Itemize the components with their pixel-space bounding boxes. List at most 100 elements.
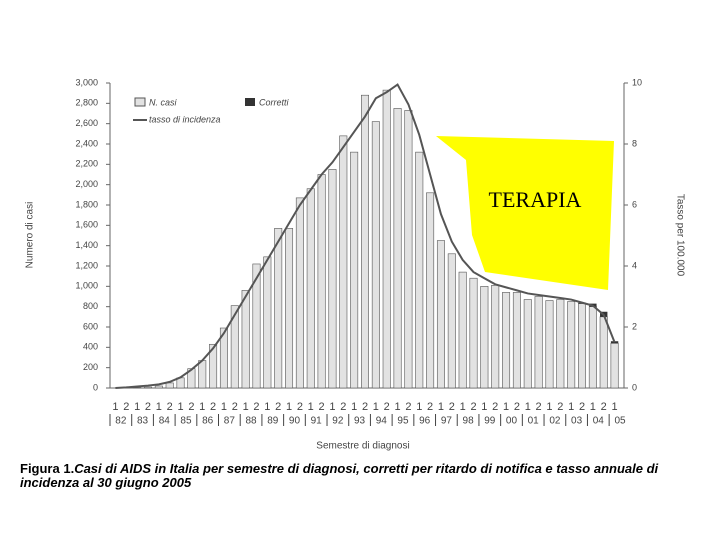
x-tick-label: 1 [221, 401, 227, 413]
y-tick-label: 1,000 [75, 281, 98, 291]
bar [339, 135, 348, 389]
bar [230, 305, 239, 389]
caption-box: Figura 1.Casi di AIDS in Italia per seme… [20, 462, 700, 490]
annotation: TERAPIA [489, 187, 582, 212]
x-tick-label: 1 [177, 401, 183, 413]
x-tick-label: 1 [394, 401, 400, 413]
year-label: 97 [441, 416, 453, 427]
bar [198, 360, 207, 389]
x-tick-label: 1 [243, 401, 249, 413]
bar [328, 169, 337, 389]
x-tick-label: 2 [427, 401, 433, 413]
bar [263, 256, 272, 389]
bar [274, 228, 283, 389]
year-label: 88 [246, 416, 258, 427]
legend-swatch [245, 98, 255, 106]
y2-tick-label: 8 [632, 138, 637, 148]
bar [480, 286, 489, 389]
bar [404, 110, 413, 389]
year-label: 98 [463, 416, 475, 427]
year-label: 85 [180, 416, 192, 427]
year-label: 92 [332, 416, 344, 427]
bar [219, 327, 228, 389]
bar [252, 263, 261, 389]
x-tick-label: 2 [232, 401, 238, 413]
x-tick-label: 2 [536, 401, 542, 413]
x-tick-label: 1 [503, 401, 509, 413]
bar [295, 197, 304, 389]
bar [458, 271, 467, 389]
x-tick-label: 2 [319, 401, 325, 413]
year-label: 86 [202, 416, 214, 427]
y-tick-label: 2,200 [75, 159, 98, 169]
bar [382, 89, 391, 389]
x-tick-label: 2 [362, 401, 368, 413]
year-label: 01 [528, 416, 540, 427]
x-tick-label: 1 [460, 401, 466, 413]
x-tick-label: 2 [470, 401, 476, 413]
y-tick-label: 1,800 [75, 199, 98, 209]
year-label: 93 [354, 416, 366, 427]
x-tick-label: 1 [134, 401, 140, 413]
year-label: 87 [224, 416, 236, 427]
bar [165, 382, 174, 389]
bar [523, 299, 532, 389]
y-tick-label: 1,400 [75, 240, 98, 250]
annotation-area [436, 136, 614, 290]
bar [578, 303, 587, 389]
line [115, 83, 616, 389]
x-tick-label: 1 [568, 401, 574, 413]
legend-label: Corretti [259, 97, 290, 107]
bar [512, 292, 521, 389]
x-tick-label: 2 [210, 401, 216, 413]
x-tick-label: 2 [579, 401, 585, 413]
x-tick-label: 2 [601, 401, 607, 413]
y2-axis-title: Tasso per 100.000 [674, 194, 685, 277]
y-tick-label: 600 [83, 321, 98, 331]
x-tick-label: 2 [405, 401, 411, 413]
year-label: 95 [397, 416, 409, 427]
year-label: 94 [376, 416, 388, 427]
x-tick-label: 2 [297, 401, 303, 413]
bar [491, 285, 500, 389]
x-tick-label: 2 [449, 401, 455, 413]
x-tick-label: 1 [156, 401, 162, 413]
x-tick-label: 2 [145, 401, 151, 413]
year-label: 99 [484, 416, 496, 427]
caption-lead: Figura 1. [20, 462, 75, 476]
caption: Figura 1.Casi di AIDS in Italia per seme… [20, 462, 700, 490]
x-tick-label: 1 [546, 401, 552, 413]
x-tick-label: 1 [199, 401, 205, 413]
bar [317, 174, 326, 389]
bar [415, 151, 424, 389]
bar [306, 188, 315, 389]
bar [436, 240, 445, 389]
x-axis-title: Semestre di diagnosi [316, 441, 409, 452]
bar [545, 300, 554, 389]
legend-label: N. casi [149, 97, 178, 107]
x-tick-label: 2 [492, 401, 498, 413]
x-tick-label: 2 [514, 401, 520, 413]
x-tick-label: 2 [557, 401, 563, 413]
bar [610, 342, 619, 389]
bar [371, 121, 380, 389]
year-label: 84 [159, 416, 171, 427]
x-tick-label: 1 [525, 401, 531, 413]
bar [534, 296, 543, 389]
year-label: 03 [571, 416, 583, 427]
year-label: 00 [506, 416, 518, 427]
y2-tick-label: 4 [632, 260, 637, 270]
x-tick-label: 1 [416, 401, 422, 413]
bar [567, 301, 576, 389]
y2-tick-label: 6 [632, 199, 637, 209]
x-tick-label: 2 [167, 401, 173, 413]
bar [447, 253, 456, 389]
bar [285, 228, 294, 389]
x-tick-label: 1 [308, 401, 314, 413]
x-tick-label: 1 [612, 401, 618, 413]
year-label: 05 [614, 416, 626, 427]
year-label: 04 [593, 416, 605, 427]
y-tick-label: 2,800 [75, 98, 98, 108]
x-tick-label: 2 [275, 401, 281, 413]
